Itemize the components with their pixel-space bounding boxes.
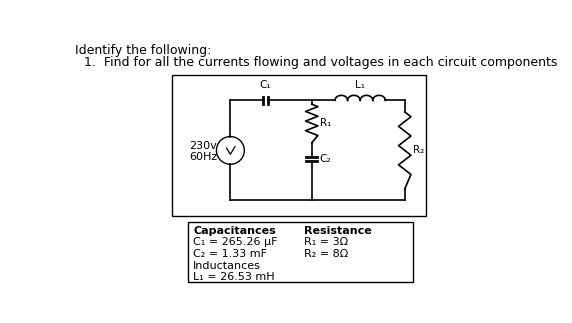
Text: C₂: C₂ bbox=[320, 154, 331, 164]
Bar bbox=[188, 222, 412, 282]
Text: R₁: R₁ bbox=[320, 119, 332, 129]
Text: 60Hz: 60Hz bbox=[189, 151, 217, 162]
Text: C₁ = 265.26 μF: C₁ = 265.26 μF bbox=[193, 237, 277, 247]
Text: 230v: 230v bbox=[189, 141, 217, 151]
Text: L₁ = 26.53 mH: L₁ = 26.53 mH bbox=[193, 272, 275, 282]
Text: Resistance: Resistance bbox=[304, 226, 372, 236]
Text: L₁: L₁ bbox=[355, 80, 365, 90]
Text: Identify the following:: Identify the following: bbox=[76, 44, 212, 57]
Text: Inductances: Inductances bbox=[193, 261, 261, 271]
Text: C₂ = 1.33 mF: C₂ = 1.33 mF bbox=[193, 249, 267, 259]
Text: R₁ = 3Ω: R₁ = 3Ω bbox=[304, 237, 348, 247]
Text: C₁: C₁ bbox=[260, 80, 271, 90]
Text: R₂: R₂ bbox=[414, 145, 424, 155]
Text: R₂ = 8Ω: R₂ = 8Ω bbox=[304, 249, 348, 259]
Bar bbox=[172, 75, 427, 216]
Text: Capacitances: Capacitances bbox=[193, 226, 276, 236]
Text: 1.  Find for all the currents flowing and voltages in each circuit components: 1. Find for all the currents flowing and… bbox=[84, 56, 557, 69]
